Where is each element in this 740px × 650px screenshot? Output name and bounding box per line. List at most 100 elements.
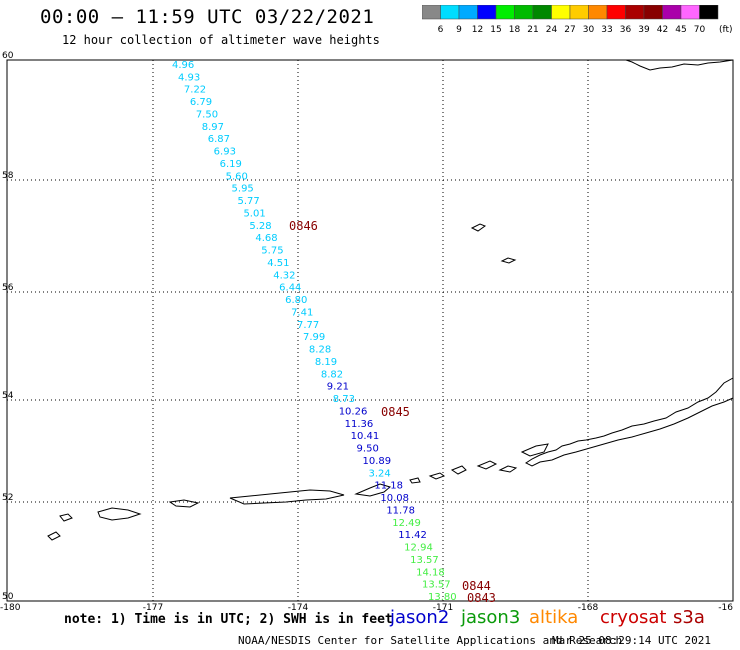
swh-value: 10.89: [363, 456, 392, 467]
swh-value: 8.97: [202, 122, 224, 133]
unimak-island: [520, 443, 549, 457]
commander-island: [47, 531, 61, 541]
swh-value: 5.60: [226, 171, 248, 182]
lat-label: 58: [2, 171, 14, 181]
altimeter-track: 4.964.93 7.226.797.50 8.976.87 6.936.195.60…: [172, 60, 496, 605]
color-scale: 6 9 12 15 18 21 24 27 30 33 36 39 42 45 70 (ft): [422, 5, 732, 35]
scale-label: 30: [583, 25, 595, 35]
swh-value: 6.87: [208, 134, 230, 145]
scale-label: 9: [456, 25, 462, 35]
swh-value: 4.32: [273, 270, 295, 281]
swh-value: 11.42: [398, 530, 427, 541]
scale-label: 21: [527, 25, 538, 35]
swh-value: 11.18: [374, 481, 403, 492]
swh-value: 9.50: [357, 444, 379, 455]
scale-label: 15: [490, 25, 501, 35]
island-st-matthew-a: [470, 223, 487, 232]
swh-value: 7.50: [196, 109, 218, 120]
alaska-peninsula: [525, 377, 734, 467]
rat-islands: [168, 499, 200, 508]
swh-value: 13.57: [422, 580, 451, 591]
page-title: 00:00 – 11:59 UTC 03/22/2021: [40, 6, 375, 28]
time-label: 0844: [462, 579, 491, 593]
lon-label: -180: [0, 603, 21, 613]
lat-label: 60: [2, 51, 14, 61]
fox-islands-a: [498, 465, 518, 473]
near-islands: [97, 507, 142, 521]
swh-value: 8.19: [315, 357, 337, 368]
andreanof-islands: [229, 489, 345, 505]
swh-value: 5.95: [232, 184, 254, 195]
fox-islands-c: [450, 465, 467, 475]
lat-label: 54: [2, 391, 14, 401]
swh-value: 10.08: [380, 493, 409, 504]
coast-alaska-north: [625, 59, 734, 71]
lon-label: -16: [718, 603, 733, 613]
scale-label: 27: [564, 25, 575, 35]
fox-islands-b: [476, 460, 498, 470]
swh-value: 6.19: [220, 159, 242, 170]
scale-label: 45: [675, 25, 686, 35]
scale-label: 42: [657, 25, 668, 35]
lat-label: 52: [2, 493, 13, 503]
legend-jason2: jason2: [390, 607, 450, 628]
coastline: [47, 59, 734, 541]
legend-s3a: s3a: [673, 607, 705, 628]
axis-labels: 60 58 56 54 52 50-180 -177 -174 -171 -168 -16: [0, 51, 733, 613]
time-label: 0846: [289, 219, 318, 233]
swh-value: 3.24: [368, 468, 390, 479]
swh-value: 5.01: [243, 208, 265, 219]
attu-west: [59, 513, 73, 522]
swh-value: 4.93: [178, 72, 200, 83]
swh-value: 8.73: [333, 394, 355, 405]
swh-value: 4.96: [172, 60, 194, 71]
scale-label: 24: [546, 25, 558, 35]
lon-label: -177: [143, 603, 163, 613]
legend-altika: altika: [529, 607, 579, 628]
swh-value: 8.28: [309, 345, 331, 356]
graticule: [7, 60, 733, 601]
lon-label: -174: [288, 603, 309, 613]
swh-value: 7.22: [184, 85, 206, 96]
swh-value: 8.82: [321, 369, 343, 380]
swh-value: 10.41: [351, 431, 380, 442]
lon-label: -171: [433, 603, 453, 613]
page-subtitle: 12 hour collection of altimeter wave hei…: [62, 33, 380, 47]
scale-label: 6: [438, 25, 444, 35]
swh-value: 5.77: [237, 196, 259, 207]
swh-value: 6.44: [279, 283, 301, 294]
swh-value: 6.79: [190, 97, 212, 108]
swh-value: 5.28: [249, 221, 271, 232]
scale-label: 36: [620, 25, 632, 35]
swh-value: 4.68: [255, 233, 277, 244]
swh-value: 6.80: [285, 295, 307, 306]
swh-value: 7.99: [303, 332, 325, 343]
note-text: note: 1) Time is in UTC; 2) SWH is in fe…: [64, 612, 393, 627]
islands-of-four-mountains: [409, 477, 421, 484]
swh-value: 10.26: [339, 406, 368, 417]
swh-value: 11.78: [386, 505, 415, 516]
scale-label: 39: [638, 25, 650, 35]
scale-label: 18: [509, 25, 521, 35]
scale-label: 12: [472, 25, 483, 35]
scale-label: 33: [601, 25, 612, 35]
central-aleutians: [354, 483, 392, 497]
lat-label: 56: [2, 283, 14, 293]
scale-swatch: [699, 5, 719, 20]
swh-value: 13.80: [428, 592, 457, 603]
scale-unit: (ft): [719, 25, 732, 35]
swh-value: 5.75: [261, 246, 283, 257]
legend-cryosat: cryosat: [600, 607, 667, 628]
lon-label: -168: [578, 603, 599, 613]
time-label: 0845: [381, 405, 410, 419]
fox-islands-d: [428, 472, 446, 480]
credit-text: NOAA/NESDIS Center for Satellite Applica…: [238, 634, 623, 647]
swh-value: 11.36: [345, 419, 374, 430]
lat-label: 50: [2, 592, 14, 602]
swh-value: 7.77: [297, 320, 319, 331]
island-st-matthew-b: [500, 257, 517, 264]
generated-timestamp: Mar 25 08:29:14 UTC 2021: [552, 634, 711, 647]
swh-value: 12.49: [392, 518, 421, 529]
swh-value: 12.94: [404, 543, 433, 554]
